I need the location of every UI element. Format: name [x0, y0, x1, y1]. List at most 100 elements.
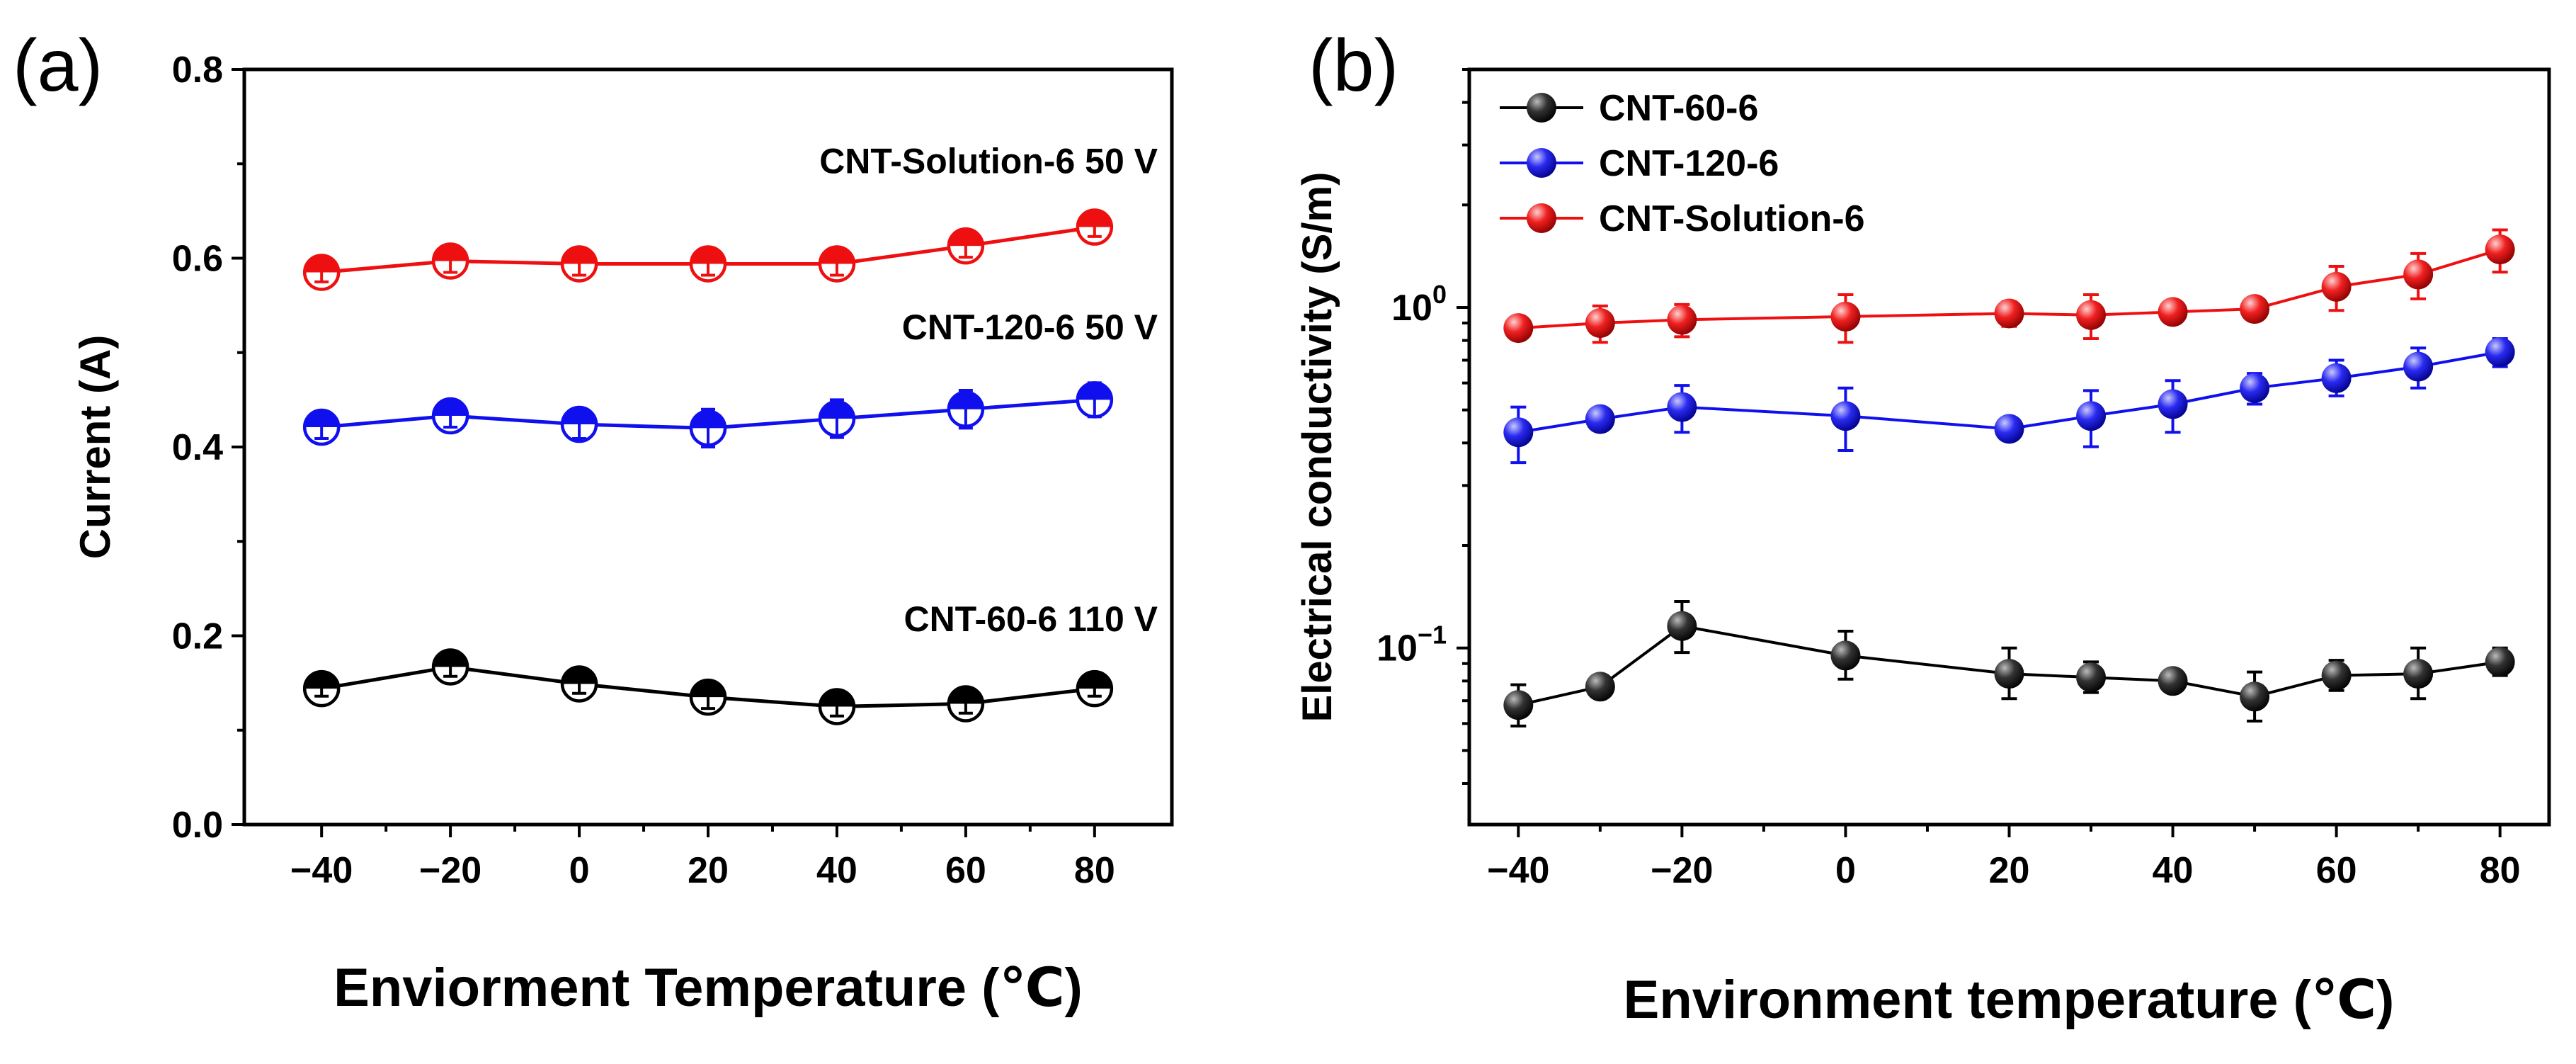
panel-b-data-point: [1503, 405, 1534, 465]
panel-b-x-tick-label: −40: [1487, 850, 1549, 891]
panel-a-data-point: [431, 397, 469, 435]
panel-b-data-point: [1503, 683, 1534, 728]
panel-b-x-tick-label: 60: [2316, 850, 2357, 891]
panel-a-data-point: [818, 245, 856, 283]
panel-b-series: [1503, 336, 2515, 465]
panel-b-data-point: [2076, 660, 2107, 694]
legend-entry: CNT-60-6: [1500, 88, 1758, 129]
panel-a-series-label: CNT-120-6 50 V: [902, 307, 1158, 347]
chart-panel-b: (b) −40 −20 0 20 40 60 80 10−1 100 CNT-60-6 CNT-1…: [1294, 25, 2551, 1030]
panel-a-y-tick-label: 0.0: [172, 805, 223, 846]
panel-b-x-axis-title: Environment temperature (℃): [1624, 970, 2395, 1030]
panel-b-x-tick-label: 40: [2153, 850, 2194, 891]
panel-b-data-point: [2076, 293, 2107, 340]
panel-a-x-tick-label: −40: [290, 850, 353, 891]
panel-a-data-point: [818, 398, 856, 439]
panel-a-series: [302, 648, 1114, 725]
panel-b-marker: [2158, 297, 2188, 327]
panel-a-series-label: CNT-Solution-6 50 V: [819, 142, 1158, 181]
panel-a-data-point: [947, 389, 985, 430]
panel-b-marker: [1667, 392, 1697, 422]
panel-b-marker: [2076, 662, 2107, 693]
panel-a-x-tick-label: 0: [569, 850, 590, 891]
panel-b-data-point: [1830, 386, 1861, 453]
panel-a-x-tick-label: −20: [419, 850, 481, 891]
panel-a-data-point: [560, 405, 598, 443]
panel-b-marker: [2485, 336, 2515, 367]
panel-b-x-tick-label: 80: [2480, 850, 2521, 891]
panel-a-data-point: [1076, 381, 1114, 419]
panel-b-marker: [2158, 389, 2188, 419]
panel-a-x-tick-label: 60: [945, 850, 986, 891]
panel-b-data-point: [1994, 646, 2024, 701]
panel-b-data-point: [2485, 228, 2515, 274]
panel-b-y-tick-label: 100: [1391, 280, 1447, 329]
panel-b-marker: [1994, 298, 2024, 329]
panel-a-data-point: [560, 245, 598, 283]
panel-b-data-point: [2321, 659, 2352, 692]
panel-b-data-point: [1830, 630, 1861, 681]
panel-b-data-point: [1994, 414, 2024, 444]
panel-b-marker: [1830, 401, 1861, 431]
panel-b-marker: [1503, 690, 1534, 720]
panel-a-series: [302, 208, 1114, 291]
panel-a-data-point: [431, 242, 469, 280]
panel-b-data-point: [2240, 294, 2270, 324]
panel-b-marker: [2403, 259, 2434, 290]
panel-b-series: [1503, 228, 2515, 344]
panel-a-data-point: [689, 678, 727, 716]
panel-b-data-point: [2158, 297, 2188, 327]
panel-b-marker: [2321, 271, 2352, 302]
panel-b-marker: [2240, 294, 2270, 324]
panel-b-marker: [1830, 640, 1861, 671]
panel-b-data-point: [2485, 336, 2515, 368]
panel-b-marker: [2321, 363, 2352, 393]
panel-a-series: [302, 381, 1114, 448]
panel-b-marker: [1503, 313, 1534, 344]
panel-b-series: [1503, 599, 2515, 728]
panel-b-marker: [1585, 308, 1615, 339]
panel-b-label: (b): [1309, 25, 1398, 107]
panel-b-data-point: [1830, 293, 1861, 344]
panel-b-data-point: [2403, 251, 2434, 300]
panel-b-marker: [2240, 681, 2270, 712]
panel-a-data-point: [302, 669, 341, 708]
panel-a-x-tick-label: 20: [688, 850, 729, 891]
panel-a-data-point: [560, 665, 598, 703]
panel-b-data-point: [1667, 599, 1697, 655]
panel-a-x-tick-label: 80: [1074, 850, 1115, 891]
panel-b-marker: [2158, 666, 2188, 696]
panel-b-data-point: [1585, 304, 1615, 344]
panel-b-marker: [1503, 417, 1534, 448]
panel-b-data-point: [2076, 389, 2107, 448]
panel-b-marker: [2403, 351, 2434, 382]
panel-b-marker: [2321, 660, 2352, 691]
panel-b-marker: [1585, 404, 1615, 434]
chart-panel-a: (a) 0.0 0.2 0.4 0.6 0.8 −40 −20 0 20 40 60 80 CNT-S…: [13, 25, 1174, 1018]
panel-a-data-point: [689, 245, 727, 283]
panel-a-y-axis-title: Current (A): [72, 335, 119, 560]
legend-entry: CNT-Solution-6: [1500, 198, 1865, 239]
panel-a-y-tick-label: 0.2: [172, 616, 223, 657]
legend-entry: CNT-120-6: [1500, 143, 1779, 184]
panel-b-data-point: [2485, 646, 2515, 677]
legend-marker: [1527, 148, 1556, 178]
panel-b-marker: [2403, 659, 2434, 689]
panel-b-data-point: [2240, 372, 2270, 406]
panel-b-marker: [1585, 672, 1615, 702]
panel-b-data-point: [2158, 379, 2188, 434]
panel-b-data-point: [1667, 384, 1697, 434]
panel-a-label: (a): [13, 25, 103, 107]
panel-a-data-point: [818, 688, 856, 725]
panel-b-data-point: [1585, 404, 1615, 434]
panel-b-marker: [2240, 373, 2270, 403]
panel-b-x-tick-label: −20: [1651, 850, 1713, 891]
panel-b-data-point: [2240, 670, 2270, 723]
panel-a-y-tick-label: 0.8: [172, 50, 223, 91]
panel-a-y-tick-label: 0.4: [172, 427, 223, 468]
panel-a-data-point: [302, 408, 341, 446]
panel-a-x-tick-label: 40: [816, 850, 857, 891]
panel-a-data-point: [431, 648, 469, 686]
panel-a-data-point: [947, 685, 985, 723]
